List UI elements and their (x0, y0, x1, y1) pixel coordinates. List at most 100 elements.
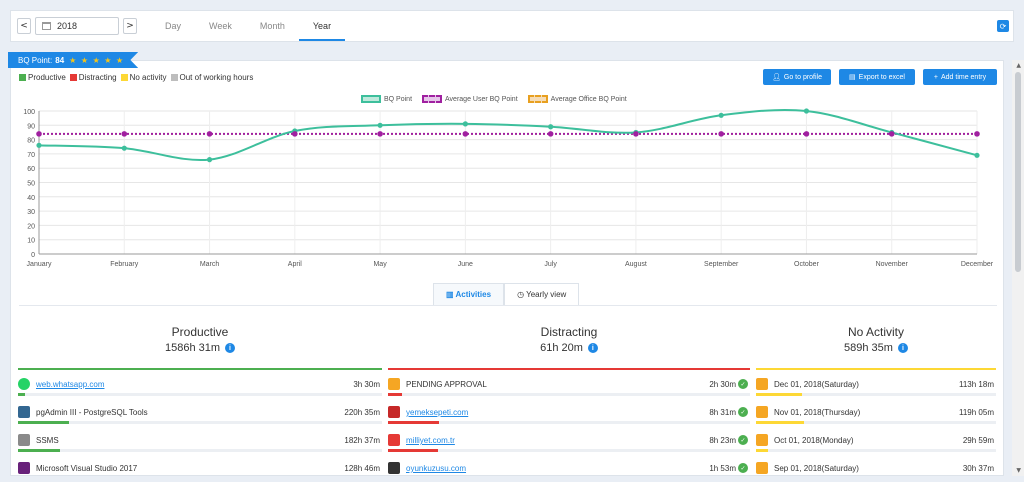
file-icon: ▤ (849, 74, 856, 81)
approve-icon[interactable]: ✓ (738, 379, 748, 389)
tab-day[interactable]: Day (165, 21, 182, 31)
year-picker[interactable]: 2018 (35, 17, 119, 35)
item-duration: 2h 30m (709, 380, 736, 389)
legend-bq-point-label: BQ Point (384, 96, 413, 103)
list-item[interactable]: Sep 01, 2018(Saturday) 30h 37m (756, 454, 996, 475)
x-tick-label: November (876, 261, 909, 268)
item-link[interactable]: milliyet.com.tr (406, 436, 455, 445)
scrollbar-track[interactable]: ▲ ▼ (1012, 60, 1024, 476)
item-duration: 30h 37m (962, 464, 994, 473)
refresh-button[interactable]: ⟳ (997, 20, 1009, 32)
list-item[interactable]: Oct 01, 2018(Monday) 29h 59m (756, 426, 996, 454)
scroll-up-icon[interactable]: ▲ (1016, 62, 1021, 69)
legend-productive-label: Productive (28, 73, 66, 82)
out-of-hours-swatch (170, 74, 178, 81)
tab-year[interactable]: Year (298, 11, 346, 41)
y-tick-label: 20 (27, 223, 35, 230)
info-icon[interactable]: i (897, 343, 908, 353)
progress-fill (756, 449, 768, 452)
legend-bq-point[interactable]: BQ Point (361, 95, 412, 103)
list-item[interactable]: web.whatsapp.com 3h 30m (18, 370, 382, 398)
item-duration: 29h 59m (962, 436, 994, 445)
series-line-bq-point (38, 108, 978, 162)
list-item[interactable]: Dec 01, 2018(Saturday) 113h 18m (756, 370, 996, 398)
progress-fill (756, 393, 802, 396)
user-avg-marker (888, 131, 895, 137)
progress-fill (756, 421, 804, 424)
user-avg-marker (633, 131, 639, 137)
progress-track (18, 449, 382, 452)
item-duration: 128h 46m (344, 464, 380, 473)
app-icon (388, 378, 400, 390)
approve-icon[interactable]: ✓ (738, 463, 748, 473)
add-time-entry-button[interactable]: + Add time entry (923, 69, 997, 85)
legend-office-avg[interactable]: Average Office BQ Point (527, 95, 627, 103)
y-tick-label: 70 (27, 152, 35, 159)
progress-track (756, 393, 996, 396)
scroll-down-icon[interactable]: ▼ (1016, 467, 1021, 474)
column-total: 589h 35m i (756, 342, 996, 354)
item-name: SSMS (36, 436, 59, 445)
tab-week[interactable]: Week (209, 21, 232, 31)
app-icon (388, 462, 400, 474)
scrollbar-thumb[interactable] (1015, 72, 1021, 272)
user-avg-marker (974, 131, 980, 137)
tab-month[interactable]: Month (259, 21, 285, 31)
approve-icon[interactable]: ✓ (738, 435, 748, 445)
y-tick-label: 80 (27, 138, 35, 145)
period-toolbar: < 2018 > Day Week Month Year ⟳ (10, 10, 1014, 42)
bq-point-marker (718, 112, 724, 118)
bq-point-marker (462, 121, 468, 127)
bq-point-marker (377, 122, 383, 128)
column-divider (18, 368, 382, 370)
item-link[interactable]: yemeksepeti.com (406, 408, 469, 417)
list-item[interactable]: Nov 01, 2018(Thursday) 119h 05m (756, 398, 996, 426)
list-item[interactable]: pgAdmin III - PostgreSQL Tools 220h 35m (18, 398, 382, 426)
app-icon (18, 434, 30, 446)
app-icon (756, 378, 768, 390)
y-tick-label: 10 (27, 238, 35, 245)
prev-year-button[interactable]: < (17, 18, 31, 34)
column-total: 61h 20m i (388, 342, 750, 354)
item-name: Sep 01, 2018(Saturday) (774, 464, 859, 473)
tab-yearly-view-label: Yearly view (526, 290, 567, 299)
progress-fill (18, 449, 60, 452)
progress-track (388, 393, 750, 396)
export-excel-label: Export to excel (858, 73, 905, 81)
divider (19, 305, 997, 306)
list-item[interactable]: PENDING APPROVAL 2h 30m ✓ (388, 370, 750, 398)
user-icon: 👤︎ (771, 74, 781, 81)
tab-yearly-view[interactable]: ◷ Yearly view (504, 283, 580, 305)
info-icon[interactable]: i (225, 343, 236, 353)
go-to-profile-button[interactable]: 👤︎ Go to profile (763, 69, 831, 85)
info-icon[interactable]: i (587, 343, 598, 353)
item-link[interactable]: web.whatsapp.com (36, 380, 105, 389)
tab-activities[interactable]: ▥ Activities (433, 283, 505, 305)
next-year-button[interactable]: > (123, 18, 137, 34)
list-item[interactable]: yemeksepeti.com 8h 31m ✓ (388, 398, 750, 426)
y-tick-label: 100 (23, 109, 35, 116)
legend-distracting: Distracting (69, 73, 117, 82)
export-excel-button[interactable]: ▤ Export to excel (839, 69, 915, 85)
legend-out-of-hours: Out of working hours (170, 73, 254, 82)
list-item[interactable]: oyunkuzusu.com 1h 53m ✓ (388, 454, 750, 475)
progress-track (756, 449, 996, 452)
list-item[interactable]: Microsoft Visual Studio 2017 128h 46m (18, 454, 382, 475)
approve-icon[interactable]: ✓ (738, 407, 748, 417)
progress-track (18, 393, 382, 396)
y-tick-label: 0 (31, 252, 35, 259)
x-tick-label: January (27, 261, 52, 268)
item-duration: 8h 23m (709, 436, 736, 445)
chart-legend: BQ Point Average User BQ Point Average O… (361, 95, 627, 103)
app-icon (18, 406, 30, 418)
office-avg-swatch (527, 95, 548, 103)
list-item[interactable]: milliyet.com.tr 8h 23m ✓ (388, 426, 750, 454)
column-total-value: 61h 20m (540, 342, 583, 354)
column-divider (388, 368, 750, 370)
item-link[interactable]: oyunkuzusu.com (406, 464, 467, 473)
legend-out-of-hours-label: Out of working hours (179, 73, 254, 82)
legend-user-avg[interactable]: Average User BQ Point (422, 95, 518, 103)
list-item[interactable]: SSMS 182h 37m (18, 426, 382, 454)
bq-point-marker (548, 124, 554, 130)
y-tick-label: 40 (27, 195, 35, 202)
